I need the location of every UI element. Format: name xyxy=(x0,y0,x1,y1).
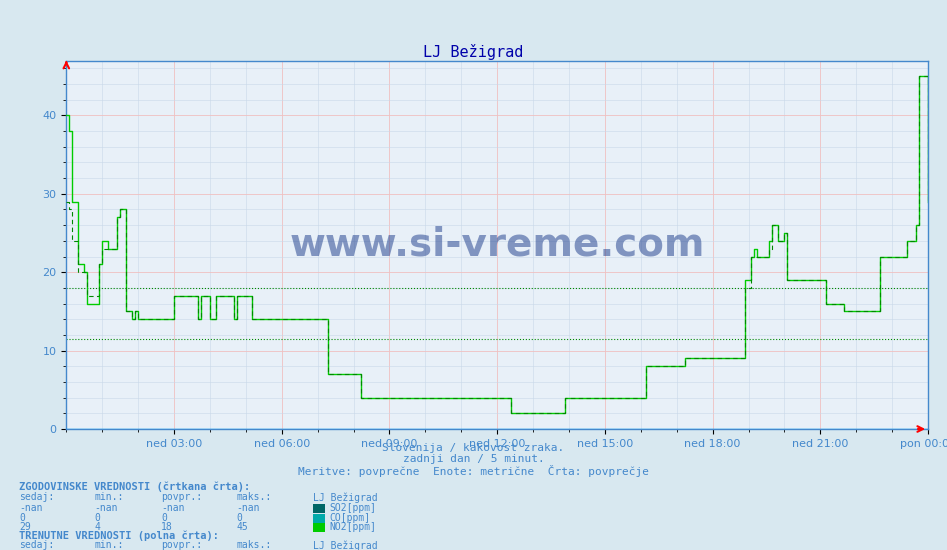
Text: CO[ppm]: CO[ppm] xyxy=(330,513,370,522)
Text: min.:: min.: xyxy=(95,492,124,502)
Text: SO2[ppm]: SO2[ppm] xyxy=(330,503,377,513)
Text: -nan: -nan xyxy=(161,503,185,513)
Text: LJ Bežigrad: LJ Bežigrad xyxy=(313,540,377,550)
Text: Meritve: povprečne  Enote: metrične  Črta: povprečje: Meritve: povprečne Enote: metrične Črta:… xyxy=(298,465,649,477)
Text: -nan: -nan xyxy=(19,503,43,513)
Text: www.si-vreme.com: www.si-vreme.com xyxy=(290,226,705,264)
Text: zadnji dan / 5 minut.: zadnji dan / 5 minut. xyxy=(402,454,545,464)
Text: min.:: min.: xyxy=(95,540,124,550)
Text: LJ Bežigrad: LJ Bežigrad xyxy=(423,44,524,60)
Text: TRENUTNE VREDNOSTI (polna črta):: TRENUTNE VREDNOSTI (polna črta): xyxy=(19,531,219,541)
Text: NO2[ppm]: NO2[ppm] xyxy=(330,522,377,532)
Text: 0: 0 xyxy=(161,513,167,522)
Text: 4: 4 xyxy=(95,522,100,532)
Text: sedaj:: sedaj: xyxy=(19,492,54,502)
Text: Slovenija / kakovost zraka.: Slovenija / kakovost zraka. xyxy=(383,443,564,453)
Text: povpr.:: povpr.: xyxy=(161,540,202,550)
Text: sedaj:: sedaj: xyxy=(19,540,54,550)
Text: povpr.:: povpr.: xyxy=(161,492,202,502)
Text: 18: 18 xyxy=(161,522,172,532)
Text: LJ Bežigrad: LJ Bežigrad xyxy=(313,492,377,503)
Text: ZGODOVINSKE VREDNOSTI (črtkana črta):: ZGODOVINSKE VREDNOSTI (črtkana črta): xyxy=(19,481,250,492)
Text: maks.:: maks.: xyxy=(237,492,272,502)
Text: 0: 0 xyxy=(19,513,25,522)
Text: 0: 0 xyxy=(95,513,100,522)
Text: -nan: -nan xyxy=(237,503,260,513)
Text: maks.:: maks.: xyxy=(237,540,272,550)
Text: 29: 29 xyxy=(19,522,30,532)
Text: 0: 0 xyxy=(237,513,242,522)
Text: 45: 45 xyxy=(237,522,248,532)
Text: -nan: -nan xyxy=(95,503,118,513)
